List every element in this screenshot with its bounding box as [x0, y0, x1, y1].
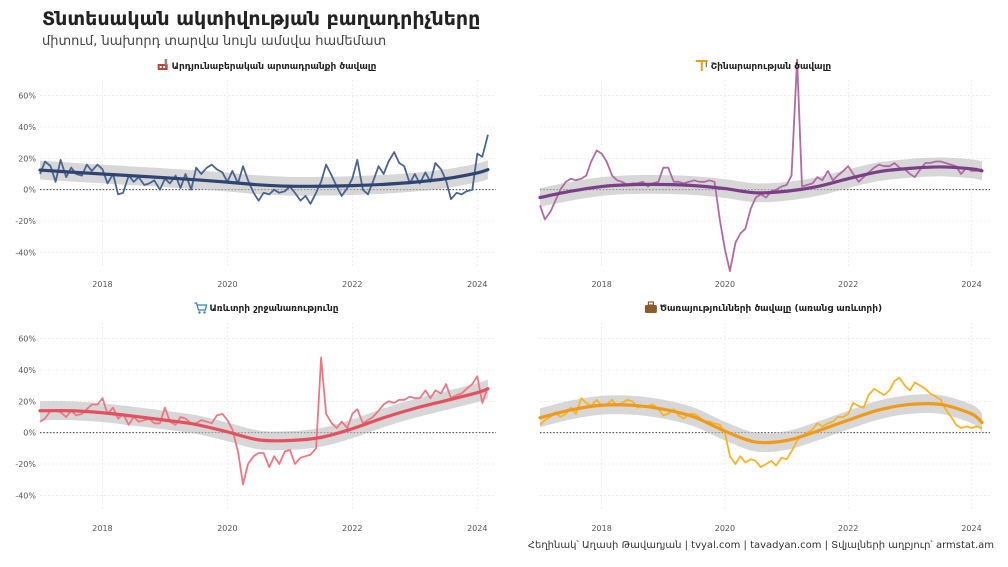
- x-tick-label: 2024: [467, 524, 487, 533]
- x-tick-label: 2024: [961, 280, 981, 289]
- x-tick-label: 2020: [217, 524, 237, 533]
- series-line-trend: [538, 165, 984, 200]
- series-line-trend: [38, 168, 490, 188]
- x-tick-label: 2022: [838, 280, 858, 289]
- y-tick-label: 0%: [23, 429, 36, 438]
- x-tick-label: 2022: [342, 524, 362, 533]
- panel-title: Արդյունաբերական արտադրանքի ծավալը: [172, 62, 377, 72]
- crane-icon: [695, 60, 708, 71]
- y-tick-label: -20%: [15, 217, 36, 226]
- x-tick-label: 2018: [591, 524, 611, 533]
- x-tick-label: 2018: [92, 280, 112, 289]
- y-tick-label: -20%: [15, 460, 36, 469]
- x-tick-label: 2022: [342, 280, 362, 289]
- series-line-trend: [38, 387, 490, 443]
- x-tick-label: 2020: [217, 280, 237, 289]
- trend-confidence-band: [40, 160, 488, 196]
- chart-title: Տնտեսական ակտիվության բաղադրիչները: [42, 8, 481, 30]
- y-tick-label: 60%: [18, 335, 36, 344]
- y-tick-label: 60%: [18, 92, 36, 101]
- briefcase-icon: [644, 301, 657, 313]
- x-tick-label: 2018: [92, 524, 112, 533]
- series-line-trend: [538, 401, 984, 445]
- chart-panel: -40% -20% 0% 20% 40% 60% 2018 2020 2022 2024 Առևտր…: [15, 302, 496, 533]
- chart-panel: 2018 2020 2022 2024 Շինարարության ծավալը: [538, 58, 990, 289]
- x-tick-label: 2022: [838, 524, 858, 533]
- panel-title: Առևտրի շրջանառությունը: [209, 304, 338, 314]
- trend-confidence-band: [540, 157, 982, 207]
- x-tick-label: 2020: [715, 280, 735, 289]
- x-tick-label: 2024: [961, 524, 981, 533]
- y-tick-label: 40%: [18, 123, 36, 132]
- chart-caption: Հեղինակ՝ Աղասի Թավադյան | tvyal.com | ta…: [527, 540, 994, 551]
- y-tick-label: 20%: [18, 397, 36, 406]
- series-line-actual: [539, 376, 983, 469]
- y-tick-label: 40%: [18, 366, 36, 375]
- y-tick-label: -40%: [15, 248, 36, 257]
- panel-title: Շինարարության ծավալը: [711, 62, 832, 72]
- series-line-actual: [39, 356, 489, 486]
- cart-icon: [194, 302, 208, 314]
- x-tick-label: 2024: [467, 280, 487, 289]
- factory-icon: [157, 59, 168, 70]
- x-tick-label: 2020: [715, 524, 735, 533]
- x-tick-label: 2018: [591, 280, 611, 289]
- chart-panel: 2018 2020 2022 2024 Ծառայությունների ծավալը …: [538, 301, 990, 533]
- chart-panel: -40% -20% 0% 20% 40% 60% 2018 2020 2022 2024 Արդյո…: [15, 59, 496, 289]
- y-tick-label: 0%: [23, 186, 36, 195]
- y-tick-label: -40%: [15, 491, 36, 500]
- chart-subtitle: միտում, նախորդ տարվա նույն ամսվա համեմատ: [42, 34, 387, 49]
- panel-title: Ծառայությունների ծավալը (առանց առևտրի): [660, 304, 882, 314]
- y-tick-label: 20%: [18, 154, 36, 163]
- series-line-actual: [39, 134, 489, 205]
